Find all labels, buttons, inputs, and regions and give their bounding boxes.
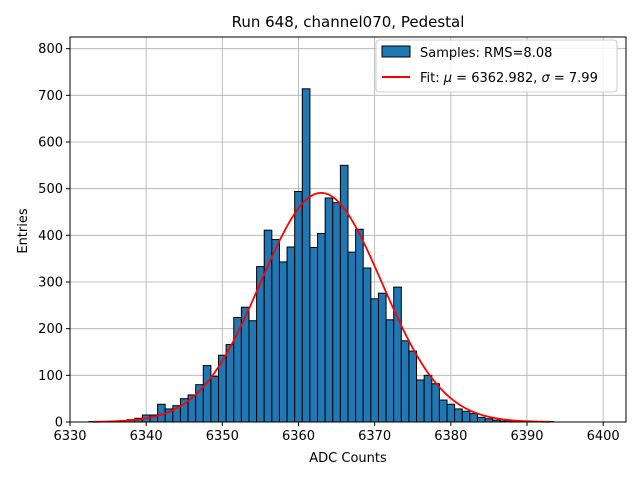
histogram-bar (416, 379, 425, 423)
histogram-bar (385, 319, 395, 423)
histogram-bar (286, 246, 296, 423)
x-tick-label: 6340 (130, 429, 163, 444)
legend-fit-label: Fit: μ = 6362.982, σ = 7.99 (420, 71, 598, 86)
y-tick-label: 500 (38, 182, 63, 197)
x-tick-label: 6350 (206, 429, 239, 444)
y-tick-label: 0 (55, 416, 63, 431)
histogram-bar (309, 246, 319, 423)
x-axis-label: ADC Counts (309, 451, 387, 466)
histogram-bar (271, 239, 280, 423)
histogram-bar (469, 413, 478, 423)
y-tick-label: 400 (38, 229, 63, 244)
plot-frame (69, 36, 627, 423)
histogram-bar (454, 408, 463, 423)
histogram-bar (393, 286, 402, 423)
histogram-bar (476, 416, 486, 423)
x-tick-label: 6380 (434, 429, 467, 444)
histogram-bar (324, 197, 334, 423)
histogram-bar (355, 228, 364, 423)
histogram-bar (408, 350, 418, 423)
histogram-bar (294, 190, 303, 423)
histogram-bar (446, 403, 456, 423)
y-tick-label: 700 (38, 89, 63, 104)
histogram-bar (332, 202, 341, 423)
chart-title: Run 648, channel070, Pedestal (232, 13, 465, 31)
histogram-bar (278, 261, 288, 423)
histogram-bar (202, 365, 212, 423)
histogram-bar (362, 267, 372, 423)
histogram-bar (438, 399, 448, 423)
x-tick-label: 6330 (53, 429, 86, 444)
histogram-bar (301, 88, 311, 423)
y-tick-label: 200 (38, 322, 63, 337)
fit-curve (92, 191, 550, 423)
histogram-bar (423, 374, 433, 423)
y-tick-label: 600 (38, 136, 63, 151)
y-tick-label: 100 (38, 369, 63, 384)
histogram-bar (377, 292, 387, 423)
legend-box (375, 39, 618, 93)
x-tick-label: 6390 (510, 429, 543, 444)
x-tick-label: 6370 (358, 429, 391, 444)
histogram-bar (431, 383, 440, 423)
y-tick-label: 300 (38, 276, 63, 291)
x-tick-label: 6400 (587, 429, 620, 444)
histogram-bar (461, 410, 471, 423)
histogram-bar (347, 251, 357, 423)
legend-samples-label: Samples: RMS=8.08 (420, 46, 552, 61)
y-axis-label: Entries (16, 208, 31, 254)
histogram-bar (225, 344, 235, 423)
y-tick-label: 800 (38, 42, 63, 57)
legend-samples-swatch (381, 45, 411, 58)
axis-ticks: 6330 6340 6350 6360 6370 6380 6390 6400 0 100 200 3… (38, 42, 620, 444)
legend: Samples: RMS=8.08 Fit: μ = 6362.982, σ =… (375, 39, 618, 93)
histogram-bar (400, 340, 410, 423)
histogram-bar (248, 320, 258, 423)
x-tick-label: 6360 (282, 429, 315, 444)
histogram-bar (370, 298, 379, 423)
histogram-bar (339, 164, 349, 423)
histogram-bar (210, 375, 220, 423)
fit-curve-layer (92, 191, 550, 423)
histogram-bar (317, 232, 326, 423)
histogram-bars (88, 88, 555, 423)
